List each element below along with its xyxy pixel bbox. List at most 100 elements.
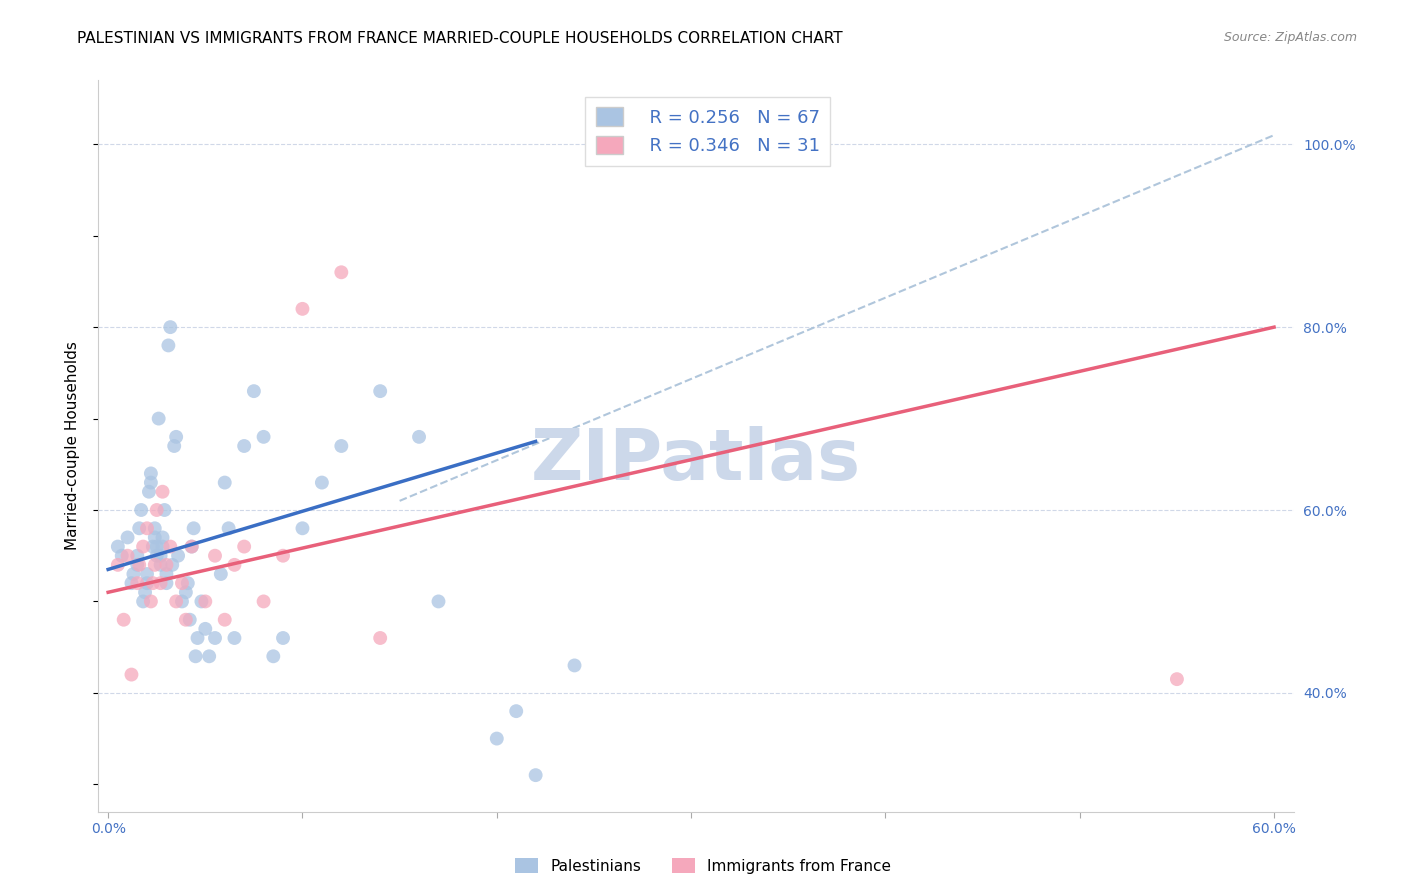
- Point: [224, 631, 246, 645]
- Point: [180, 540, 202, 554]
- Point: [143, 521, 166, 535]
- Point: [174, 613, 197, 627]
- Point: [204, 549, 226, 563]
- Point: [153, 503, 176, 517]
- Point: [136, 567, 159, 582]
- Point: [143, 531, 166, 545]
- Point: [136, 576, 159, 591]
- Point: [218, 521, 240, 535]
- Point: [233, 540, 256, 554]
- Point: [271, 549, 294, 563]
- Point: [183, 521, 205, 535]
- Point: [142, 576, 165, 591]
- Point: [117, 531, 139, 545]
- Legend:   R = 0.256   N = 67,   R = 0.346   N = 31: R = 0.256 N = 67, R = 0.346 N = 31: [585, 96, 831, 166]
- Point: [1166, 672, 1188, 686]
- Point: [136, 521, 159, 535]
- Point: [165, 430, 187, 444]
- Point: [167, 549, 190, 563]
- Point: [120, 576, 142, 591]
- Point: [214, 613, 236, 627]
- Point: [159, 540, 181, 554]
- Point: [120, 667, 142, 681]
- Text: Source: ZipAtlas.com: Source: ZipAtlas.com: [1223, 31, 1357, 45]
- Point: [132, 540, 155, 554]
- Point: [180, 540, 202, 554]
- Point: [149, 549, 172, 563]
- Point: [157, 338, 180, 352]
- Point: [148, 411, 170, 425]
- Point: [127, 576, 149, 591]
- Point: [149, 558, 172, 572]
- Point: [145, 540, 167, 554]
- Point: [243, 384, 266, 398]
- Point: [127, 558, 149, 572]
- Y-axis label: Married-couple Households: Married-couple Households: [65, 342, 80, 550]
- Point: [139, 467, 162, 481]
- Point: [139, 594, 162, 608]
- Point: [330, 265, 353, 279]
- Point: [159, 320, 181, 334]
- Point: [170, 576, 193, 591]
- Point: [152, 484, 174, 499]
- Point: [128, 558, 150, 572]
- Point: [427, 594, 450, 608]
- Point: [138, 484, 160, 499]
- Point: [252, 594, 274, 608]
- Point: [204, 631, 226, 645]
- Point: [111, 549, 134, 563]
- Point: [179, 613, 201, 627]
- Point: [311, 475, 333, 490]
- Point: [155, 576, 177, 591]
- Point: [107, 540, 129, 554]
- Point: [368, 631, 391, 645]
- Point: [163, 439, 186, 453]
- Point: [152, 540, 174, 554]
- Point: [252, 430, 274, 444]
- Point: [127, 549, 149, 563]
- Point: [194, 622, 217, 636]
- Point: [112, 613, 135, 627]
- Point: [107, 558, 129, 572]
- Point: [330, 439, 353, 453]
- Point: [233, 439, 256, 453]
- Point: [117, 549, 139, 563]
- Point: [155, 558, 177, 572]
- Point: [145, 503, 167, 517]
- Point: [129, 503, 152, 517]
- Point: [122, 567, 145, 582]
- Point: [149, 576, 172, 591]
- Point: [186, 631, 208, 645]
- Point: [162, 558, 184, 572]
- Point: [155, 567, 177, 582]
- Point: [134, 585, 156, 599]
- Point: [138, 887, 160, 892]
- Point: [194, 594, 217, 608]
- Point: [165, 594, 187, 608]
- Point: [485, 731, 508, 746]
- Point: [132, 594, 155, 608]
- Text: PALESTINIAN VS IMMIGRANTS FROM FRANCE MARRIED-COUPLE HOUSEHOLDS CORRELATION CHAR: PALESTINIAN VS IMMIGRANTS FROM FRANCE MA…: [77, 31, 844, 46]
- Point: [262, 649, 284, 664]
- Point: [291, 521, 314, 535]
- Point: [184, 649, 207, 664]
- Point: [174, 585, 197, 599]
- Point: [142, 540, 165, 554]
- Point: [564, 658, 586, 673]
- Point: [143, 558, 166, 572]
- Point: [128, 521, 150, 535]
- Legend: Palestinians, Immigrants from France: Palestinians, Immigrants from France: [509, 852, 897, 880]
- Text: ZIPatlas: ZIPatlas: [531, 426, 860, 495]
- Point: [152, 531, 174, 545]
- Point: [209, 567, 232, 582]
- Point: [214, 475, 236, 490]
- Point: [177, 576, 200, 591]
- Point: [291, 301, 314, 316]
- Point: [224, 558, 246, 572]
- Point: [408, 430, 430, 444]
- Point: [271, 631, 294, 645]
- Point: [145, 549, 167, 563]
- Point: [170, 594, 193, 608]
- Point: [139, 475, 162, 490]
- Point: [190, 594, 212, 608]
